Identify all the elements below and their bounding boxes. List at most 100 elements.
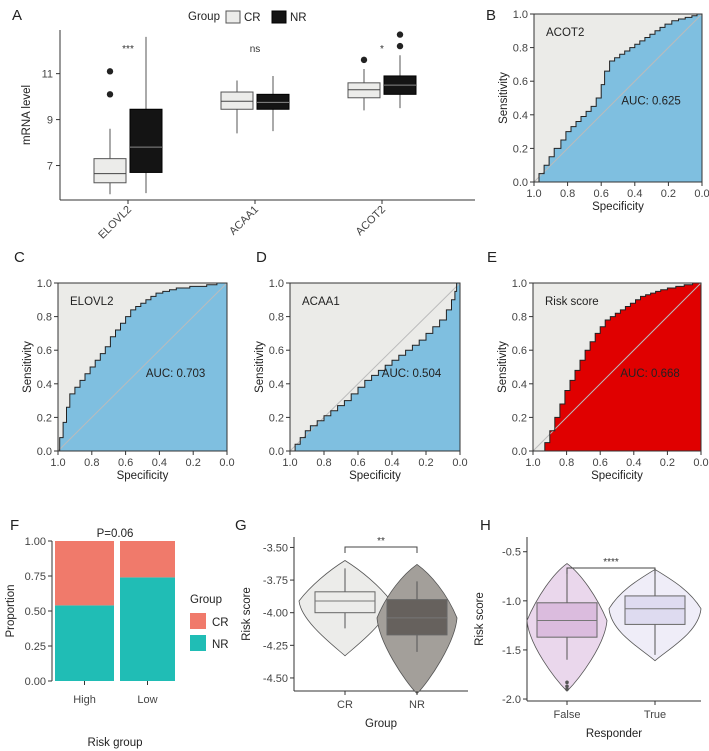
panelB-xtick-label: 0.6 — [594, 188, 609, 200]
a-xtick-label: ACOT2 — [354, 204, 388, 238]
panelD-xtick-label: 1.0 — [282, 457, 297, 469]
panelB-auc-text: AUC: 0.625 — [621, 96, 680, 108]
f-bar-low-nr — [120, 577, 175, 681]
panelH-outlier-point — [565, 684, 569, 689]
panelB-ytick-label: 0.2 — [513, 143, 528, 155]
panelH-box-true — [624, 595, 686, 625]
panelB-ytick-label: 0.4 — [513, 110, 528, 122]
a-legend-label-cr: CR — [244, 12, 261, 24]
panelC-ytick-label: 0.2 — [37, 412, 52, 424]
f-ytick-label: 1.00 — [25, 536, 46, 548]
panelC-ytick-label: 0.6 — [37, 345, 52, 357]
f-legend-label-cr: CR — [212, 617, 229, 629]
a-ytick-label: 7 — [47, 161, 53, 173]
a-outlier-point — [106, 91, 114, 98]
panelG-xtick-label: NR — [409, 699, 425, 711]
panelG-ytick-label: -4.00 — [263, 608, 288, 620]
panel-f-stacked-bar: 0.00 0.25 0.50 0.75 1.00 Proportion High Low P=0… — [5, 528, 229, 749]
panelD-ytick-label: 0.2 — [269, 412, 284, 424]
panel-d-roc: 1.0 0.8 0.6 0.4 0.2 0.0 0.0 0.2 0.4 0.6 0.8 1.0 Spec… — [254, 278, 468, 482]
panelE-auc-text: AUC: 0.668 — [620, 368, 679, 380]
panelC-ylabel: Sensitivity — [22, 341, 34, 393]
panelH-ytick-label: -1.0 — [502, 596, 521, 608]
a-legend-label-nr: NR — [290, 12, 307, 24]
panelH-xlabel: Responder — [586, 728, 642, 740]
panelC-frame — [57, 282, 228, 452]
panel-label-e: E — [487, 249, 497, 266]
panelD-title: ACAA1 — [302, 296, 340, 308]
panel-label-d: D — [256, 249, 267, 266]
panel-g-violin: -3.50 -3.75 -4.00 -4.25 -4.50 Risk score Group… — [241, 536, 468, 730]
panelE-ytick-label: 0.8 — [512, 312, 527, 324]
panelH-xtick-label: True — [644, 709, 666, 721]
panelH-significance-bracket — [566, 567, 656, 574]
panelC-ytick-label: 0.4 — [37, 379, 52, 391]
panelD-ytick-label: 0.0 — [269, 446, 284, 458]
panelB-xtick-label: 1.0 — [526, 188, 541, 200]
panel-label-a: A — [12, 7, 22, 24]
panel-a-boxplot: 7 9 11 mRNA level ELOVL2 *** ACAA1 ns ACOT2 * Grou… — [21, 10, 475, 242]
panelE-xtick-label: 1.0 — [525, 457, 540, 469]
panelB-ytick-label: 1.0 — [513, 9, 528, 21]
panelG-xlabel: Group — [365, 718, 397, 730]
panelC-title: ELOVL2 — [70, 296, 113, 308]
panel-b-roc: 1.0 0.8 0.6 0.4 0.2 0.0 0.0 0.2 0.4 0.6 0.8 1.0 Spec… — [498, 9, 709, 213]
f-legend-label-nr: NR — [212, 639, 229, 651]
panelC-ytick-label: 0.0 — [37, 446, 52, 458]
f-ytick-label: 0.00 — [25, 676, 46, 688]
panel-label-c: C — [14, 249, 25, 266]
f-xlabel: Risk group — [88, 737, 143, 749]
panelB-ytick-label: 0.0 — [513, 177, 528, 189]
panelE-xtick-label: 0.2 — [660, 457, 675, 469]
panelB-xtick-label: 0.8 — [560, 188, 575, 200]
a-box-nr — [256, 93, 290, 110]
a-outlier-point — [360, 56, 368, 64]
panelG-ytick-label: -3.75 — [263, 575, 288, 587]
panelG-significance-bracket — [344, 546, 418, 553]
f-xtick-label: High — [73, 694, 96, 706]
panelD-auc-text: AUC: 0.504 — [382, 368, 442, 380]
panelD-ytick-label: 0.6 — [269, 345, 284, 357]
panelE-ylabel: Sensitivity — [497, 341, 509, 393]
f-bar-low-cr — [120, 541, 175, 578]
panelB-xtick-label: 0.2 — [661, 188, 676, 200]
panel-label-f: F — [10, 517, 19, 534]
panelG-ytick-label: -3.50 — [263, 542, 288, 554]
panelC-xlabel: Specificity — [117, 470, 169, 482]
panelG-box-cr — [314, 591, 376, 614]
a-xtick-label: ACAA1 — [227, 204, 261, 238]
panel-c-roc: 1.0 0.8 0.6 0.4 0.2 0.0 0.0 0.2 0.4 0.6 0.8 1.0 Spec… — [22, 278, 235, 482]
panelG-xtick-label: CR — [337, 699, 353, 711]
panelE-xtick-label: 0.0 — [693, 457, 708, 469]
a-outlier-point — [396, 42, 404, 50]
panelB-roc-curve — [534, 13, 702, 183]
panel-e-roc: 1.0 0.8 0.6 0.4 0.2 0.0 0.0 0.2 0.4 0.6 0.8 1.0 Spec… — [497, 278, 709, 482]
f-bar-high-cr — [55, 541, 114, 606]
panelD-xtick-label: 0.8 — [316, 457, 331, 469]
panelE-frame — [532, 282, 702, 452]
panelH-xtick-label: False — [554, 709, 581, 721]
panelB-frame — [533, 13, 703, 183]
a-legend-swatch-nr — [271, 10, 287, 24]
panelD-xtick-label: 0.4 — [384, 457, 399, 469]
panelC-xtick-label: 0.6 — [118, 457, 133, 469]
panelB-xtick-label: 0.0 — [694, 188, 709, 200]
panelB-title: ACOT2 — [546, 27, 584, 39]
panelE-ytick-label: 0.2 — [512, 412, 527, 424]
a-box-cr — [220, 91, 254, 110]
panelE-xtick-label: 0.4 — [626, 457, 641, 469]
panelD-auc-area — [290, 283, 460, 451]
a-outlier-point — [106, 68, 114, 75]
panelG-ytick-label: -4.25 — [263, 640, 288, 652]
f-legend-title: Group — [190, 594, 222, 606]
a-box-cr — [347, 82, 381, 99]
panelG-box-nr — [386, 599, 448, 636]
f-legend-swatch-nr — [190, 635, 206, 651]
a-ylabel: mRNA level — [21, 85, 33, 145]
a-ytick-label: 11 — [42, 69, 53, 81]
panelG-ytick-label: -4.50 — [263, 673, 288, 685]
panelE-ytick-label: 0.6 — [512, 345, 527, 357]
panelD-ytick-label: 0.8 — [269, 312, 284, 324]
panelD-frame — [289, 282, 461, 452]
